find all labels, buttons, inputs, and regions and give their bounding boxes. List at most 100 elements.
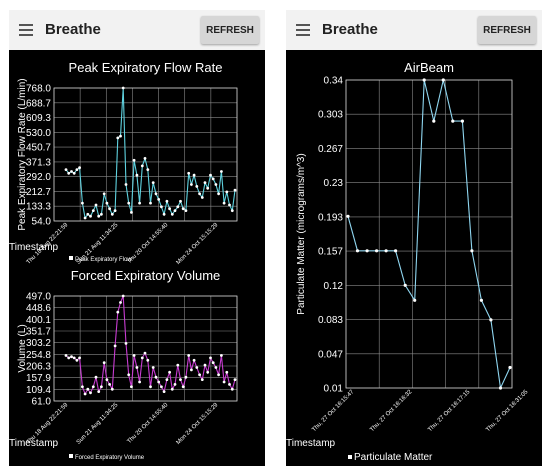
data-point [220, 354, 223, 357]
data-point [121, 294, 125, 298]
legend-label: Forced Expiratory Volume [75, 455, 145, 461]
data-point [127, 373, 131, 377]
y-tick-label: 497.0 [26, 292, 51, 303]
x-tick-label: Thu 20 Oct 14:55:40 [126, 222, 169, 265]
data-point [184, 375, 188, 379]
data-point [170, 212, 174, 216]
data-point [498, 386, 503, 390]
y-tick-label: 0.083 [318, 315, 343, 326]
data-point [203, 363, 207, 367]
refresh-button[interactable]: REFRESH [201, 16, 259, 44]
data-point [228, 383, 231, 386]
plot-frame [53, 87, 238, 222]
data-point [135, 366, 139, 369]
y-tick-label: 254.8 [26, 350, 51, 361]
x-tick-label: Sun 21 Aug 11:34:25 [76, 402, 120, 446]
data-point [127, 201, 131, 205]
data-point [209, 356, 212, 360]
data-point [132, 354, 136, 357]
right-phone-screen: Breathe REFRESH AirBeam 0.34 0.303 0.267 0.2… [286, 10, 542, 466]
data-point [384, 249, 388, 253]
data-point [110, 387, 114, 391]
y-axis-label: Volume (L) [17, 324, 28, 372]
data-point [346, 214, 350, 218]
data-point [116, 136, 120, 140]
data-point [206, 186, 210, 190]
data-point [138, 380, 142, 384]
data-point [89, 214, 92, 218]
data-point [211, 177, 215, 181]
x-tick-label: Mon 24 Oct 15:15:29 [176, 222, 220, 266]
data-point [151, 181, 155, 185]
y-tick-label: 371.3 [26, 157, 51, 168]
data-point [394, 249, 398, 253]
refresh-button[interactable]: REFRESH [478, 16, 536, 44]
x-axis-label: Timestamp [9, 438, 59, 449]
data-point [70, 355, 73, 359]
data-point [72, 356, 76, 360]
data-point [67, 356, 71, 360]
data-point [143, 351, 147, 355]
data-point [181, 207, 185, 211]
data-point [203, 181, 207, 185]
y-tick-label: 212.7 [26, 187, 51, 198]
x-axis-label: Timestamp [286, 438, 336, 449]
data-point [91, 209, 95, 213]
data-point [135, 173, 139, 177]
data-point [124, 183, 128, 186]
data-point [200, 378, 204, 381]
data-point [113, 209, 117, 213]
data-point [192, 358, 196, 362]
y-tick-label: 206.3 [26, 362, 51, 373]
y-tick-label: 400.1 [26, 315, 51, 326]
y-tick-label: 0.157 [318, 247, 343, 258]
data-point [176, 205, 180, 209]
data-point [375, 249, 379, 253]
data-point [97, 214, 101, 218]
hamburger-menu-icon[interactable] [19, 24, 33, 36]
data-point [451, 119, 455, 123]
data-point [91, 385, 95, 389]
y-tick-label: 0.047 [318, 349, 343, 360]
legend-label: Peak Expiratory Flow [75, 257, 132, 263]
data-point [170, 387, 174, 391]
data-point [130, 211, 133, 214]
data-point [413, 298, 417, 302]
chart-1: Forced Expiratory Volume497.0448.6400.13… [9, 268, 238, 461]
data-point [151, 366, 155, 369]
y-axis-label: Particulate Matter (micrograms/m^3) [296, 153, 307, 314]
data-point [100, 212, 103, 216]
x-tick-label: Thu, 27 Oct 16:16:32 [369, 389, 414, 434]
y-tick-label: 450.7 [26, 143, 51, 154]
data-point [214, 366, 218, 369]
y-tick-label: 351.7 [26, 327, 51, 338]
data-point [230, 209, 234, 213]
x-axis-label: Timestamp [9, 242, 59, 253]
data-point [441, 78, 445, 82]
charts-area-left: Peak Expiratory Flow Rate 768.0 688.7 609.3… [9, 60, 238, 461]
data-point [230, 387, 234, 391]
data-point [432, 119, 436, 123]
data-point [489, 318, 493, 322]
data-point [102, 361, 106, 365]
data-point [479, 298, 483, 302]
data-point [422, 78, 426, 82]
hamburger-menu-icon[interactable] [296, 24, 310, 36]
data-point [105, 201, 109, 205]
series-line [65, 295, 236, 396]
data-point [198, 192, 202, 196]
data-point [78, 166, 81, 170]
data-point [64, 354, 68, 357]
data-point [165, 199, 169, 203]
data-point [78, 356, 81, 360]
data-point [181, 385, 185, 389]
data-point [173, 209, 177, 213]
app-bar: Breathe REFRESH [9, 10, 265, 50]
data-point [162, 390, 166, 393]
data-point [94, 375, 98, 379]
data-point [108, 207, 111, 211]
data-point [113, 344, 117, 348]
data-point [187, 171, 191, 175]
y-tick-label: 0.23 [324, 178, 344, 189]
data-point [81, 201, 84, 205]
